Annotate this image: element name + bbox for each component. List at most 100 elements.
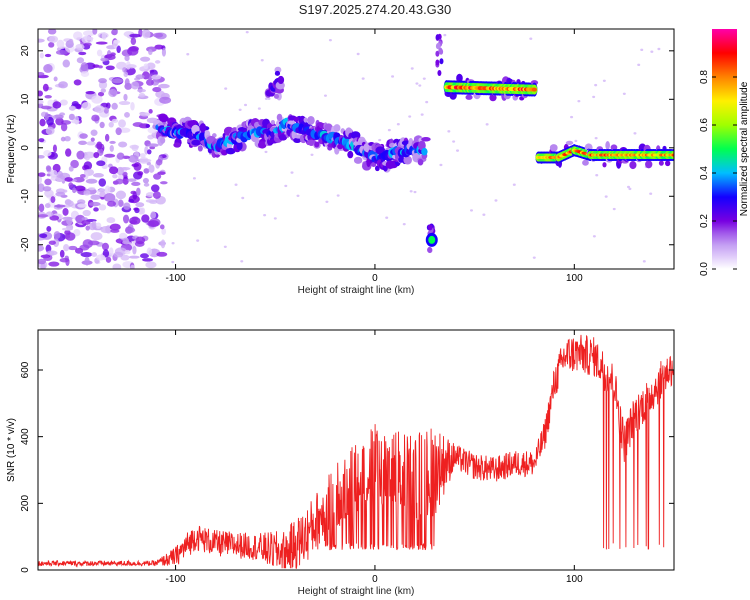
noise-blob [52, 144, 57, 153]
colorbar-label: Normalized spectral amplitude [739, 81, 750, 216]
noise-blob [101, 31, 107, 40]
noise-blob [81, 101, 92, 110]
noise-blob [38, 203, 45, 213]
noise-blob [48, 261, 60, 267]
noise-blob [48, 240, 56, 245]
noise-blob [104, 185, 111, 194]
noise-blob [132, 122, 144, 127]
y-tick-label: 0 [20, 145, 31, 151]
noise-blob [146, 143, 159, 148]
halo-blob [439, 58, 444, 65]
noise-blob [154, 44, 164, 50]
noise-blob [95, 41, 108, 45]
noise-blob [108, 89, 118, 98]
halo-blob [435, 34, 440, 41]
plot-frame [37, 28, 675, 270]
noise-blob [56, 39, 65, 49]
halo-blob [287, 120, 296, 125]
noise-blob [155, 90, 165, 98]
noise-blob [592, 95, 596, 99]
noise-blob [64, 177, 73, 182]
noise-blob [93, 151, 100, 159]
noise-blob [415, 82, 419, 85]
noise-blob [130, 190, 137, 195]
halo-blob [173, 142, 182, 148]
noise-blob [128, 198, 135, 203]
noise-blob [108, 247, 114, 256]
halo-blob [273, 93, 279, 99]
noise-blob [39, 52, 44, 59]
noise-blob [70, 159, 79, 169]
noise-blob [47, 29, 57, 35]
noise-blob [122, 67, 127, 73]
noise-blob [574, 139, 578, 143]
noise-blob [96, 49, 103, 57]
noise-blob [125, 64, 137, 69]
noise-blob [622, 92, 626, 95]
colorbar-tick-label: 0.0 [699, 262, 710, 276]
noise-blob [113, 251, 124, 258]
noise-blob [529, 37, 533, 40]
noise-blob [604, 195, 608, 198]
noise-blob [40, 105, 52, 110]
noise-blob [135, 202, 145, 208]
x-tick-label: 100 [566, 273, 583, 284]
noise-blob [68, 38, 74, 45]
noise-blob [447, 130, 451, 133]
noise-blob [81, 217, 88, 221]
noise-blob [98, 78, 107, 84]
noise-blob [160, 239, 166, 249]
noise-blob [130, 102, 135, 111]
noise-blob [391, 75, 395, 78]
noise-blob [53, 76, 58, 82]
noise-blob [171, 260, 175, 264]
halo-blob [549, 144, 558, 152]
noise-blob [84, 256, 90, 266]
halo-blob [456, 73, 463, 83]
noise-blob [494, 199, 498, 202]
noise-blob [135, 74, 145, 80]
noise-blob [111, 102, 118, 110]
noise-blob [159, 224, 165, 230]
noise-blob [85, 91, 95, 95]
noise-blob [124, 78, 130, 87]
noise-blob [323, 94, 327, 97]
noise-blob [59, 99, 68, 106]
noise-blob [103, 153, 116, 158]
noise-blob [46, 226, 52, 232]
noise-blob [104, 133, 110, 142]
noise-blob [325, 200, 329, 203]
noise-blob [245, 30, 249, 34]
noise-blob [115, 178, 124, 185]
noise-blob [53, 204, 66, 208]
noise-blob [147, 220, 160, 227]
noise-blob [148, 49, 153, 55]
noise-blob [80, 251, 93, 258]
noise-blob [38, 244, 45, 252]
noise-blob [83, 161, 93, 171]
noise-blob [74, 247, 84, 254]
noise-blob [49, 169, 58, 178]
noise-blob [409, 190, 413, 193]
noise-blob [91, 114, 100, 122]
noise-blob [77, 203, 87, 208]
noise-blob [257, 107, 261, 110]
noise-blob [238, 108, 242, 111]
noise-blob [44, 94, 52, 99]
noise-blob [396, 123, 400, 126]
noise-blob [82, 30, 95, 37]
y-tick-label: 0 [20, 567, 31, 573]
x-axis-label: Height of straight line (km) [298, 586, 415, 597]
noise-blob [109, 144, 114, 152]
noise-blob [284, 184, 288, 188]
noise-blob [59, 258, 70, 263]
noise-blob [131, 163, 139, 168]
halo-blob [582, 159, 589, 166]
noise-blob [123, 202, 131, 210]
noise-blob [61, 227, 73, 231]
noise-blob [633, 132, 637, 135]
noise-blob [39, 233, 48, 239]
noise-blob [124, 249, 131, 255]
halo-blob [274, 70, 281, 76]
noise-blob [119, 127, 131, 133]
